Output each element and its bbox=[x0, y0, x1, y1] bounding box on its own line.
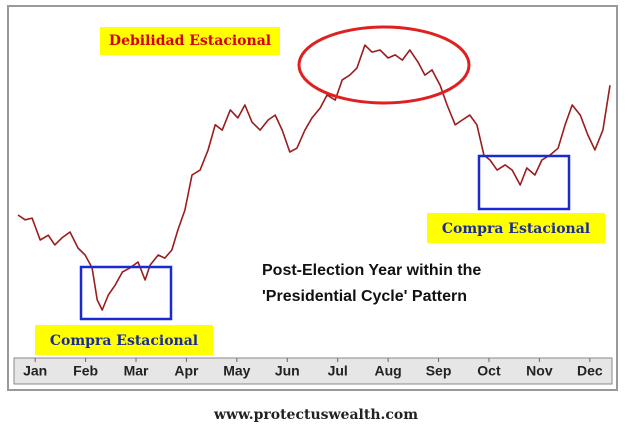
x-tick-label: Mar bbox=[124, 363, 149, 379]
x-tick-label: May bbox=[223, 363, 250, 379]
source: www.protectuswealth.com bbox=[213, 407, 418, 423]
annotation: Debilidad Estacional bbox=[109, 33, 271, 49]
x-tick-label: Feb bbox=[73, 363, 98, 379]
x-tick-label: Sep bbox=[426, 363, 452, 379]
annotation-box bbox=[35, 325, 213, 355]
x-tick-label: Jun bbox=[275, 363, 300, 379]
caption: 'Presidential Cycle' Pattern bbox=[262, 288, 467, 305]
x-tick-label: Jul bbox=[328, 363, 348, 379]
x-tick-label: Aug bbox=[375, 363, 402, 379]
annotation-box bbox=[100, 27, 280, 55]
x-tick-label: Jan bbox=[23, 363, 47, 379]
x-axis-band bbox=[13, 357, 613, 385]
highlight-ellipse bbox=[297, 25, 471, 105]
x-tick-label: Oct bbox=[477, 363, 501, 379]
annotation: Compra Estacional bbox=[442, 221, 590, 237]
annotation: Compra Estacional bbox=[50, 333, 198, 349]
line bbox=[17, 44, 611, 311]
caption: Post-Election Year within the bbox=[262, 262, 481, 279]
highlight-box bbox=[477, 154, 571, 211]
highlight-box bbox=[79, 265, 173, 321]
x-tick-label: Dec bbox=[577, 363, 603, 379]
x-tick-label: Nov bbox=[526, 363, 553, 379]
annotation-box bbox=[427, 213, 605, 243]
x-tick-label: Apr bbox=[174, 363, 199, 379]
